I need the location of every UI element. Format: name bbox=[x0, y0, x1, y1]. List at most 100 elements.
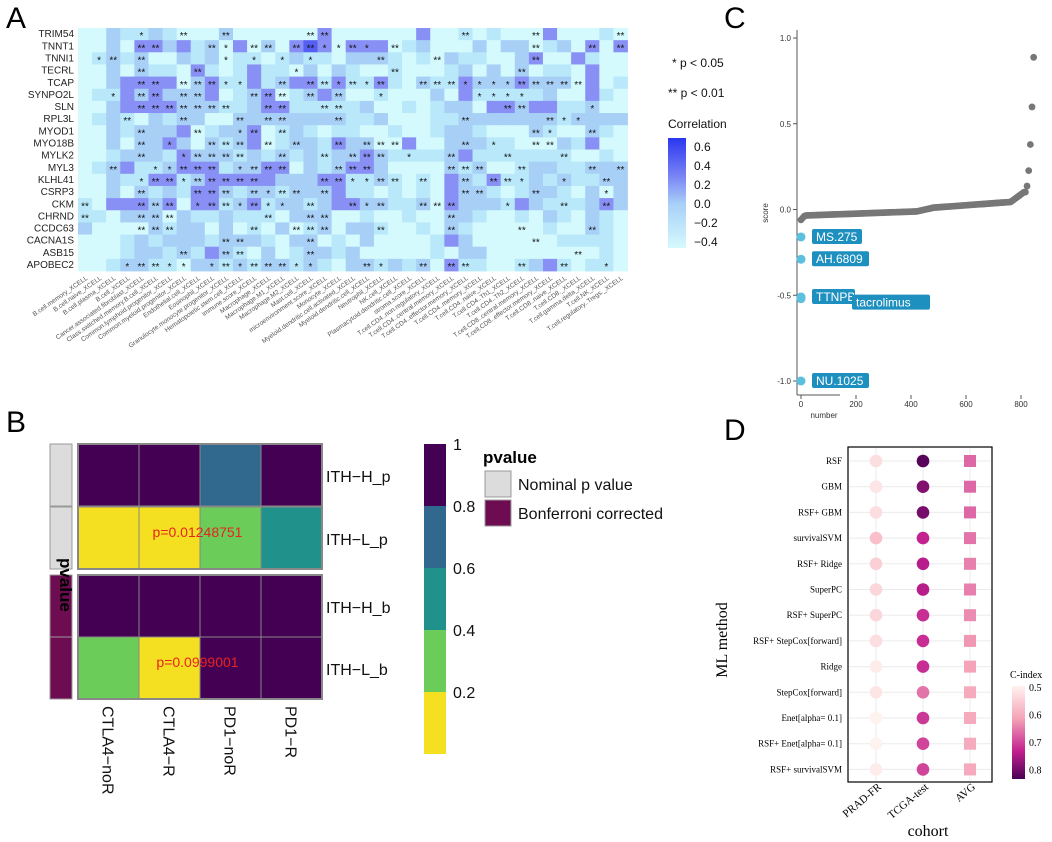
a-star: ** bbox=[138, 128, 146, 139]
c-label-box bbox=[852, 294, 930, 310]
a-row-label: SLN bbox=[55, 102, 74, 113]
a-cell bbox=[218, 210, 234, 223]
a-cell bbox=[571, 234, 586, 248]
a-star: * bbox=[238, 201, 242, 212]
a-cell bbox=[613, 100, 628, 114]
a-cell bbox=[571, 210, 586, 223]
a-cell bbox=[331, 125, 347, 138]
a-cell bbox=[106, 100, 121, 114]
a-cell bbox=[331, 28, 347, 41]
a-cell bbox=[430, 258, 445, 272]
a-cell bbox=[331, 246, 347, 260]
a-cell bbox=[599, 198, 614, 211]
a-cell bbox=[528, 137, 544, 150]
a-cell bbox=[528, 40, 544, 53]
a-cell bbox=[204, 125, 220, 138]
d-mark bbox=[964, 737, 976, 750]
a-cell bbox=[247, 88, 262, 102]
a-cell bbox=[387, 52, 403, 65]
a-star: ** bbox=[349, 165, 357, 176]
a-cell bbox=[317, 161, 333, 175]
b-cells bbox=[77, 443, 323, 700]
a-cell bbox=[387, 234, 403, 248]
a-cell bbox=[585, 125, 600, 138]
a-cell bbox=[458, 125, 473, 138]
a-cell bbox=[542, 198, 558, 211]
a-cell bbox=[542, 234, 558, 248]
a-cell bbox=[204, 52, 220, 65]
a-star: ** bbox=[321, 80, 329, 91]
a-cell bbox=[486, 161, 502, 175]
a-cell bbox=[557, 100, 572, 114]
a-star: ** bbox=[236, 238, 244, 249]
a-star: ** bbox=[278, 262, 286, 273]
a-cell bbox=[571, 52, 586, 65]
a-cell bbox=[599, 76, 614, 90]
a-star: * bbox=[604, 189, 608, 200]
a-cell bbox=[458, 161, 473, 175]
a-cell bbox=[430, 76, 445, 90]
a-cell bbox=[134, 234, 149, 248]
a-star: ** bbox=[560, 262, 568, 273]
a-star: ** bbox=[264, 213, 272, 224]
a-cell bbox=[162, 88, 178, 102]
a-cell bbox=[444, 210, 459, 223]
a-cell bbox=[261, 222, 276, 235]
a-cell bbox=[514, 100, 530, 114]
a-cell bbox=[331, 64, 347, 77]
a-cell bbox=[218, 222, 234, 235]
a-cell bbox=[571, 40, 586, 53]
a-cell bbox=[585, 137, 600, 150]
a-cell bbox=[78, 76, 93, 90]
a-star: ** bbox=[152, 80, 160, 91]
a-legend-tick-label: 0.0 bbox=[694, 197, 711, 211]
d-mark bbox=[964, 660, 976, 673]
a-cell bbox=[78, 137, 93, 150]
a-cell bbox=[542, 64, 558, 77]
b-colorbar-segment bbox=[424, 568, 446, 630]
a-cell bbox=[500, 198, 516, 211]
a-star: ** bbox=[462, 262, 470, 273]
b-row-label: ITH−H_p bbox=[326, 469, 391, 486]
a-star: ** bbox=[208, 80, 216, 91]
d-legend-title: C-index bbox=[1010, 670, 1042, 681]
a-cell bbox=[472, 100, 488, 114]
b-colorbar-tick: 0.2 bbox=[453, 685, 475, 702]
a-star: ** bbox=[166, 177, 174, 188]
a-cell bbox=[373, 185, 389, 199]
a-cell bbox=[557, 125, 572, 138]
a-cell bbox=[585, 161, 600, 175]
a-cell bbox=[599, 246, 614, 260]
a-cell bbox=[359, 185, 375, 199]
a-star: * bbox=[351, 177, 355, 188]
panel-label-d: D bbox=[724, 414, 746, 447]
a-cell bbox=[472, 64, 488, 77]
a-cell bbox=[190, 185, 206, 199]
a-cell bbox=[486, 234, 502, 248]
c-point bbox=[1023, 182, 1031, 190]
a-cell bbox=[261, 76, 276, 90]
a-cell bbox=[359, 28, 375, 41]
b-column-labels: CTLA4−noR CTLA4−R PD1−noR PD1−R bbox=[99, 706, 299, 795]
a-cell bbox=[542, 100, 558, 114]
c-label-box bbox=[812, 288, 855, 304]
b-column-label: CTLA4−R bbox=[160, 706, 177, 777]
a-cell bbox=[500, 76, 516, 90]
a-cell bbox=[106, 246, 121, 260]
a-cell bbox=[317, 149, 333, 163]
a-star: * bbox=[323, 43, 327, 54]
a-star: * bbox=[562, 177, 566, 188]
a-star: * bbox=[252, 55, 256, 66]
a-star: ** bbox=[264, 262, 272, 273]
a-cell bbox=[430, 185, 445, 199]
a-cell bbox=[500, 137, 516, 150]
a-cell bbox=[444, 222, 459, 235]
a-cell bbox=[120, 258, 135, 272]
a-cell bbox=[359, 258, 375, 272]
a-cell bbox=[204, 185, 220, 199]
a-cell bbox=[359, 76, 375, 90]
a-star: ** bbox=[560, 80, 568, 91]
b-cell bbox=[199, 636, 262, 700]
a-cell bbox=[275, 76, 290, 90]
a-cell bbox=[387, 173, 403, 187]
